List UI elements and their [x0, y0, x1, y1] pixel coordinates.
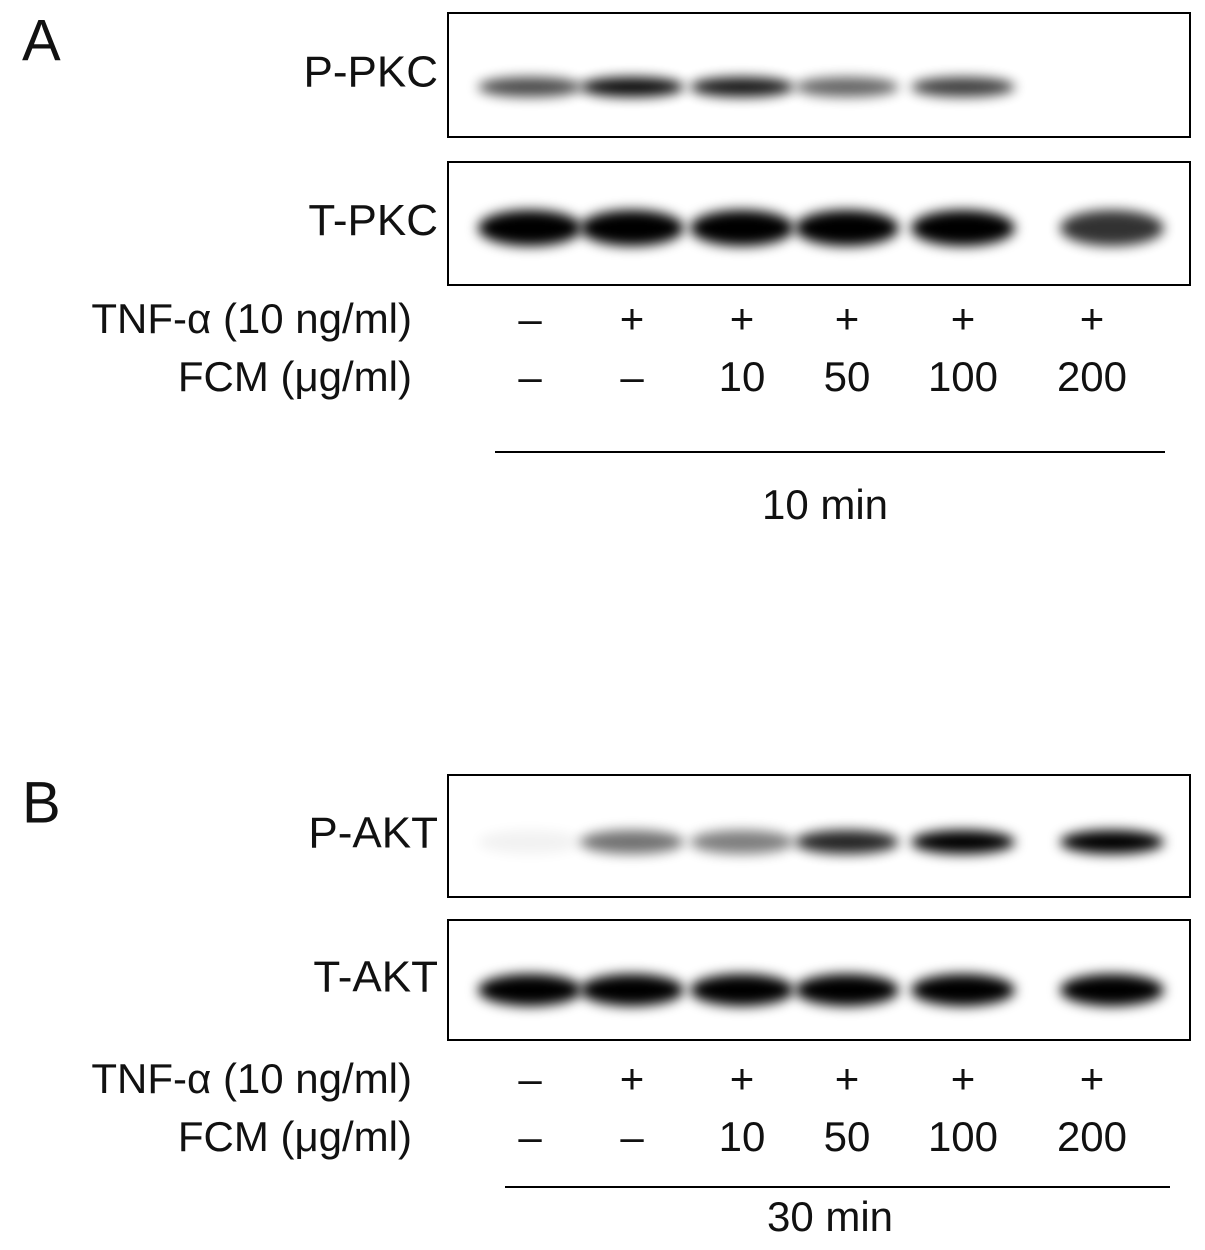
lane-value: +: [835, 1055, 860, 1102]
time-label: 10 min: [762, 481, 888, 528]
blot: [447, 12, 1191, 138]
lane-value: –: [518, 295, 542, 342]
lane-value: –: [518, 1113, 542, 1160]
blot: [447, 919, 1191, 1041]
lane-value: –: [518, 353, 542, 400]
lane-value: +: [951, 1055, 976, 1102]
band: [478, 974, 582, 1006]
treatment-label: TNF-α (10 ng/ml): [91, 1055, 412, 1102]
treatment-label: FCM (μg/ml): [178, 353, 412, 400]
band: [580, 77, 684, 97]
band: [478, 210, 582, 246]
panel-label: A: [22, 8, 61, 73]
time-label: 30 min: [767, 1193, 893, 1240]
band: [795, 210, 899, 246]
band: [580, 210, 684, 246]
lane-value: –: [620, 353, 644, 400]
band: [690, 77, 794, 97]
band: [690, 830, 794, 854]
lane-value: 50: [824, 353, 871, 400]
lane-value: +: [951, 295, 976, 342]
lane-value: –: [518, 1055, 542, 1102]
lane-value: +: [620, 1055, 645, 1102]
blot-label: T-AKT: [313, 953, 438, 1002]
treatment-label: FCM (μg/ml): [178, 1113, 412, 1160]
band: [690, 974, 794, 1006]
blot-label: P-AKT: [308, 809, 438, 858]
lane-value: +: [730, 1055, 755, 1102]
band: [911, 974, 1015, 1006]
lane-value: 200: [1057, 353, 1127, 400]
band: [911, 77, 1015, 97]
band: [478, 830, 582, 854]
lane-value: +: [1080, 1055, 1105, 1102]
band: [580, 974, 684, 1006]
lane-value: +: [620, 295, 645, 342]
band: [580, 830, 684, 854]
panel-label: B: [22, 770, 61, 835]
band: [1060, 830, 1164, 854]
band: [911, 210, 1015, 246]
band: [1060, 974, 1164, 1006]
band: [911, 830, 1015, 854]
blot: [447, 161, 1191, 286]
blot-frame: [447, 12, 1191, 138]
lane-value: 50: [824, 1113, 871, 1160]
blot: [447, 774, 1191, 898]
blot-label: P-PKC: [304, 48, 438, 97]
band: [1060, 210, 1164, 246]
band: [478, 77, 582, 97]
lane-value: 100: [928, 353, 998, 400]
lane-value: 100: [928, 1113, 998, 1160]
band: [690, 210, 794, 246]
lane-value: 200: [1057, 1113, 1127, 1160]
lane-value: 10: [719, 1113, 766, 1160]
band: [795, 974, 899, 1006]
lane-value: +: [835, 295, 860, 342]
treatment-label: TNF-α (10 ng/ml): [91, 295, 412, 342]
lane-value: +: [730, 295, 755, 342]
band: [795, 830, 899, 854]
lane-value: +: [1080, 295, 1105, 342]
lane-value: 10: [719, 353, 766, 400]
lane-value: –: [620, 1113, 644, 1160]
band: [795, 77, 899, 97]
blot-label: T-PKC: [308, 196, 438, 245]
